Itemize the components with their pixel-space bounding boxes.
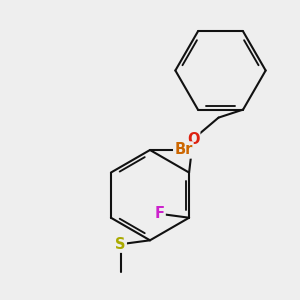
Text: S: S xyxy=(115,237,126,252)
Text: O: O xyxy=(187,132,199,147)
Text: Br: Br xyxy=(174,142,193,158)
Text: F: F xyxy=(155,206,165,221)
